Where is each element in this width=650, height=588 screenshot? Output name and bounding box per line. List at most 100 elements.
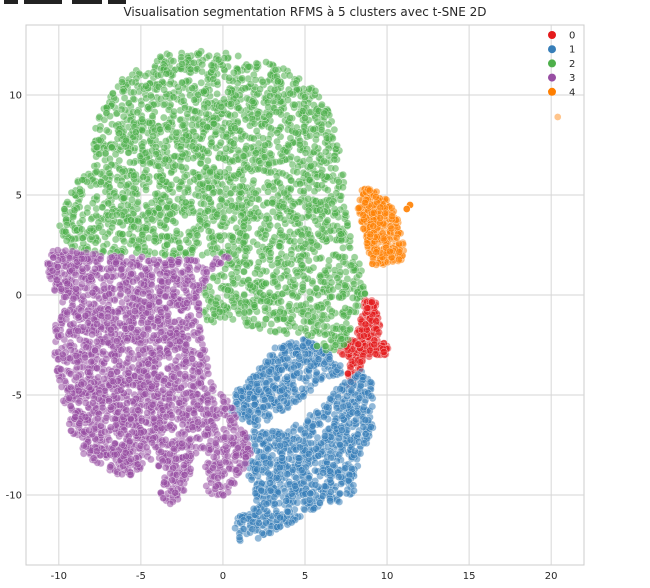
- data-point: [61, 227, 70, 236]
- data-point: [252, 59, 261, 68]
- data-point: [327, 453, 335, 462]
- data-point: [243, 163, 252, 172]
- data-point: [235, 182, 244, 191]
- data-point: [341, 208, 350, 217]
- data-point: [182, 236, 191, 244]
- data-point: [94, 223, 103, 232]
- data-point: [340, 281, 349, 290]
- data-point: [181, 211, 189, 220]
- data-point: [162, 137, 170, 145]
- data-point: [141, 71, 150, 80]
- data-point: [333, 141, 341, 150]
- data-point: [345, 325, 354, 334]
- data-point: [300, 317, 308, 326]
- data-point: [292, 474, 301, 482]
- data-point: [304, 256, 313, 265]
- data-point: [361, 416, 370, 424]
- data-point: [169, 217, 178, 225]
- data-point: [267, 395, 276, 403]
- data-point: [266, 249, 275, 257]
- data-point: [319, 468, 327, 477]
- data-point: [291, 128, 300, 137]
- data-point: [241, 115, 250, 124]
- data-point: [302, 300, 310, 308]
- data-point: [116, 181, 125, 189]
- data-point: [262, 279, 270, 287]
- data-point: [297, 231, 306, 240]
- data-point: [86, 224, 95, 233]
- data-point: [262, 500, 271, 508]
- data-point: [355, 394, 364, 402]
- data-point: [228, 201, 236, 210]
- data-point: [171, 161, 180, 170]
- data-point: [273, 93, 282, 102]
- data-point: [360, 439, 368, 448]
- data-point: [317, 125, 326, 134]
- data-point: [231, 124, 239, 133]
- data-point: [331, 341, 340, 349]
- data-point: [268, 427, 277, 436]
- data-point: [295, 435, 303, 444]
- data-point: [356, 315, 365, 324]
- data-point: [138, 230, 147, 239]
- data-point: [346, 243, 354, 252]
- data-point: [239, 222, 248, 230]
- data-point: [359, 423, 368, 431]
- data-point: [313, 303, 322, 311]
- data-point: [169, 57, 178, 65]
- data-point: [312, 368, 321, 377]
- data-point: [372, 317, 381, 326]
- data-point: [323, 216, 332, 225]
- data-point: [306, 362, 315, 370]
- data-point: [93, 143, 101, 152]
- data-point: [156, 219, 165, 227]
- data-point: [290, 363, 298, 372]
- data-point: [315, 419, 324, 428]
- data-point: [304, 311, 312, 319]
- data-point: [227, 99, 235, 108]
- data-point: [298, 261, 307, 270]
- data-point: [310, 142, 319, 151]
- data-point: [234, 170, 243, 178]
- data-point: [69, 213, 78, 221]
- data-point: [151, 190, 160, 198]
- data-point: [350, 486, 358, 495]
- data-point: [178, 78, 186, 87]
- data-point: [88, 199, 97, 208]
- data-point: [181, 188, 189, 197]
- data-point: [249, 176, 258, 185]
- data-point: [311, 376, 320, 385]
- data-point: [300, 93, 309, 102]
- data-point: [118, 230, 127, 239]
- data-point: [311, 466, 319, 475]
- data-point: [326, 475, 334, 484]
- chart-title: Visualisation segmentation RFMS à 5 clus…: [123, 5, 487, 19]
- data-point: [311, 480, 320, 489]
- data-point: [217, 138, 225, 147]
- data-point: [253, 109, 262, 118]
- data-point: [137, 100, 146, 109]
- data-point: [328, 199, 336, 208]
- data-point: [162, 69, 171, 78]
- data-point: [118, 78, 126, 86]
- data-point: [253, 465, 262, 474]
- data-point: [361, 289, 369, 298]
- data-point: [296, 179, 304, 188]
- data-point: [215, 307, 224, 316]
- data-point: [83, 208, 92, 217]
- data-point: [276, 513, 284, 522]
- data-point: [320, 157, 329, 165]
- data-point: [327, 278, 336, 287]
- data-point: [188, 121, 196, 129]
- data-point: [217, 103, 226, 111]
- data-point: [97, 178, 105, 187]
- data-point: [288, 291, 297, 300]
- data-point: [255, 519, 263, 527]
- data-point: [191, 107, 200, 116]
- data-point: [138, 253, 146, 261]
- data-point: [361, 320, 370, 329]
- data-point: [298, 283, 307, 291]
- data-point: [118, 87, 127, 96]
- data-point: [127, 216, 135, 224]
- data-point: [295, 352, 304, 361]
